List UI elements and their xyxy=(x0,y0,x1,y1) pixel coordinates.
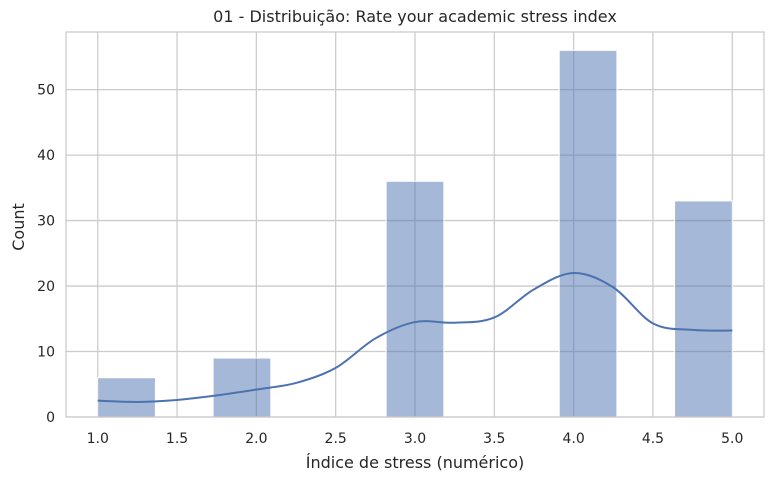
x-tick-label: 3.5 xyxy=(483,431,505,447)
kde-curve-group xyxy=(97,271,733,403)
x-tick-label: 3.0 xyxy=(404,431,426,447)
y-tick-label: 30 xyxy=(37,214,55,230)
histogram-bar xyxy=(97,377,156,418)
y-tick-label: 40 xyxy=(37,148,55,164)
y-tick-label: 50 xyxy=(37,83,55,99)
x-tick-label: 1.0 xyxy=(87,431,109,447)
histogram-bar xyxy=(674,200,733,418)
y-tick-labels: 0 10 20 30 40 50 xyxy=(37,83,55,426)
y-axis-label: Count xyxy=(9,203,28,251)
histogram-bar xyxy=(558,49,618,418)
plot-area-border xyxy=(65,31,765,418)
chart-title: 01 - Distribuição: Rate your academic st… xyxy=(213,7,617,26)
y-tick-label: 10 xyxy=(37,345,55,361)
x-tick-label: 5.0 xyxy=(721,431,743,447)
x-tick-label: 2.0 xyxy=(245,431,267,447)
kde-line xyxy=(97,271,733,403)
x-tick-label: 4.5 xyxy=(642,431,664,447)
histogram-bar xyxy=(212,357,272,418)
x-axis-label: Índice de stress (numérico) xyxy=(306,453,525,472)
y-tick-label: 20 xyxy=(37,279,55,295)
x-tick-label: 4.0 xyxy=(563,431,585,447)
y-tick-label: 0 xyxy=(46,410,55,426)
axes-frame xyxy=(65,31,765,418)
x-tick-labels: 1.0 1.5 2.0 2.5 3.0 3.5 4.0 4.5 5.0 xyxy=(87,431,744,447)
x-tick-label: 2.5 xyxy=(325,431,347,447)
x-tick-label: 1.5 xyxy=(166,431,188,447)
histogram-bar xyxy=(385,180,445,418)
